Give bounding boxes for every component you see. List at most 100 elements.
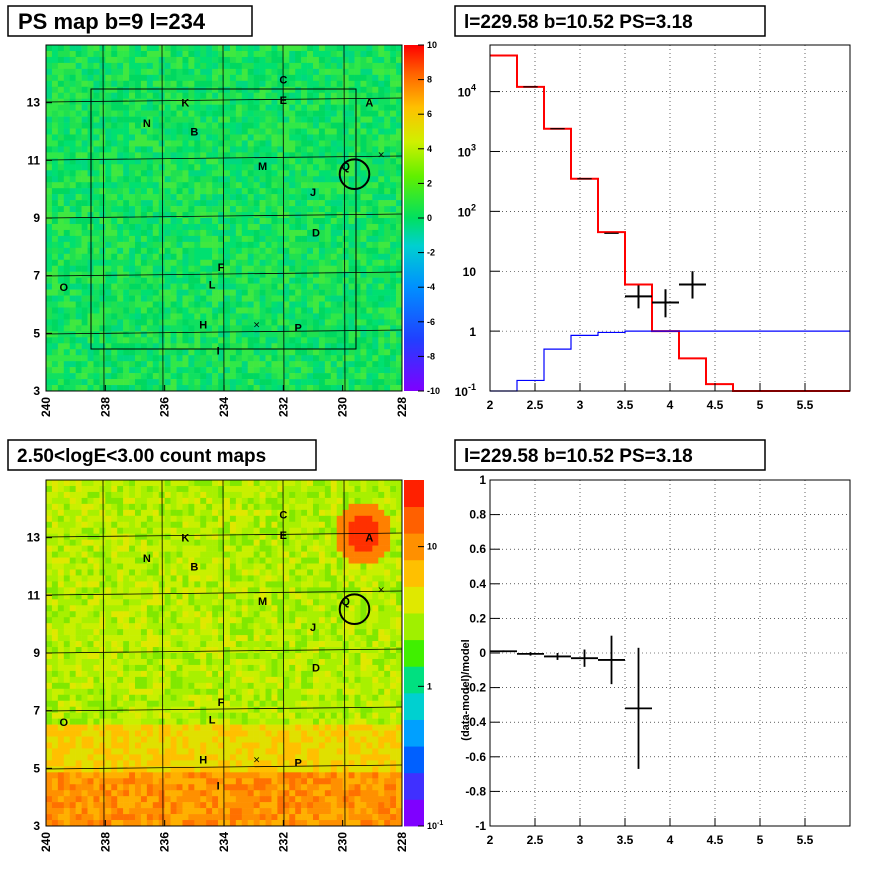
heatmap-cell [140, 736, 148, 743]
heatmap-cell [46, 200, 53, 207]
heatmap-cell [152, 80, 160, 88]
heatmap-cell [51, 623, 59, 630]
heatmap-cell [170, 265, 177, 272]
heatmap-cell [81, 265, 88, 272]
heatmap-cell [69, 152, 76, 159]
heatmap-cell [188, 247, 195, 255]
heatmap-cell [129, 581, 136, 588]
heatmap-cell [313, 80, 320, 88]
heatmap-cell [135, 206, 142, 213]
heatmap-cell [176, 289, 183, 296]
heatmap-cell [105, 379, 112, 386]
heatmap-cell [111, 50, 118, 58]
heatmap-cell [69, 50, 76, 58]
heatmap-cell [318, 80, 326, 88]
heatmap-cell [135, 164, 142, 171]
heatmap-cell [224, 235, 231, 243]
heatmap-cell [87, 605, 94, 612]
heatmap-cell [57, 635, 65, 642]
heatmap-cell [111, 170, 118, 177]
heatmap-cell [194, 295, 201, 302]
heatmap-cell [87, 724, 94, 731]
heatmap-cell [253, 218, 260, 225]
heatmap-cell [140, 80, 148, 88]
heatmap-cell [164, 497, 171, 505]
heatmap-cell [354, 361, 361, 368]
heatmap-cell [348, 343, 355, 350]
heatmap-cell [164, 712, 171, 719]
heatmap-cell [224, 355, 231, 362]
heatmap-cell [259, 301, 266, 308]
heatmap-cell [152, 635, 160, 642]
heatmap-cell [390, 128, 397, 135]
heatmap-cell [378, 379, 385, 386]
heatmap-cell [105, 319, 112, 326]
heatmap-cell [111, 658, 118, 666]
heatmap-cell [212, 229, 219, 237]
heatmap-cell [307, 325, 314, 332]
count-map-title-box [7, 439, 317, 471]
heatmap-cell [63, 802, 71, 809]
heatmap-cell [384, 146, 391, 153]
heatmap-cell [140, 682, 148, 690]
heatmap-cell [158, 784, 165, 791]
heatmap-cell [117, 814, 124, 821]
heatmap-cell [75, 617, 82, 624]
heatmap-cell [117, 664, 124, 672]
heatmap-cell [283, 259, 290, 267]
heatmap-cell [176, 760, 183, 767]
heatmap-cell [348, 307, 355, 314]
heatmap-cell [229, 325, 237, 332]
heatmap-cell [176, 533, 183, 540]
heatmap-cell [170, 670, 177, 678]
heatmap-cell [105, 56, 112, 64]
heatmap-cell [51, 146, 59, 153]
heatmap-cell [129, 658, 136, 666]
heatmap-cell [75, 223, 82, 231]
heatmap-cell [93, 593, 100, 600]
heatmap-cell [372, 361, 379, 368]
heatmap-cell [307, 218, 314, 225]
heatmap-cell [277, 182, 284, 189]
heatmap-cell [123, 283, 130, 290]
heatmap-cell [135, 337, 142, 344]
heatmap-cell [135, 379, 142, 386]
heatmap-cell [247, 140, 254, 147]
heatmap-cell [57, 146, 65, 153]
heatmap-cell [75, 766, 82, 773]
heatmap-cell [57, 212, 65, 219]
heatmap-cell [348, 361, 355, 368]
heatmap-cell [81, 206, 88, 213]
heatmap-cell [295, 301, 302, 308]
heatmap-cell [123, 491, 130, 499]
heatmap-cell [170, 742, 177, 749]
heatmap-cell [51, 706, 59, 713]
heatmap-cell [46, 253, 53, 261]
heatmap-cell [372, 247, 379, 255]
heatmap-cell [384, 45, 391, 52]
heatmap-cell [111, 247, 118, 255]
heatmap-cell [63, 331, 71, 338]
heatmap-cell [140, 599, 148, 606]
heatmap-cell [105, 337, 112, 344]
heatmap-cell [235, 200, 243, 207]
heatmap-cell [182, 164, 189, 171]
heatmap-cell [307, 367, 314, 374]
heatmap-cell [158, 802, 165, 809]
heatmap-cell [366, 349, 373, 356]
heatmap-cell [188, 182, 195, 189]
heatmap-cell [63, 623, 71, 630]
heatmap-cell [46, 158, 53, 165]
heatmap-cell [87, 611, 94, 618]
heatmap-cell [378, 146, 385, 153]
heatmap-cell [307, 223, 314, 231]
heatmap-cell [253, 152, 260, 159]
heatmap-cell [170, 814, 177, 821]
heatmap-cell [206, 200, 213, 207]
heatmap-cell [140, 545, 148, 552]
heatmap-cell [105, 289, 112, 296]
heatmap-cell [99, 676, 106, 684]
heatmap-cell [384, 86, 391, 94]
heatmap-cell [354, 80, 361, 88]
